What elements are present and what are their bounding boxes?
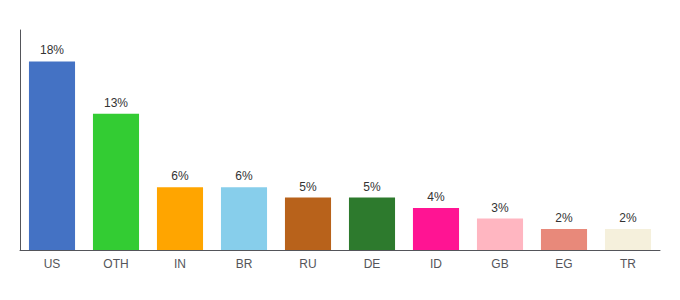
svg-text:3%: 3% xyxy=(491,201,509,215)
svg-text:2%: 2% xyxy=(555,211,573,225)
svg-text:EG: EG xyxy=(555,257,572,271)
svg-text:13%: 13% xyxy=(104,96,128,110)
svg-text:6%: 6% xyxy=(235,169,253,183)
svg-text:BR: BR xyxy=(236,257,253,271)
svg-text:2%: 2% xyxy=(619,211,637,225)
svg-text:DE: DE xyxy=(364,257,381,271)
svg-text:6%: 6% xyxy=(171,169,189,183)
svg-text:TR: TR xyxy=(620,257,636,271)
svg-text:18%: 18% xyxy=(40,43,64,57)
svg-text:4%: 4% xyxy=(427,190,445,204)
svg-text:OTH: OTH xyxy=(103,257,128,271)
svg-text:US: US xyxy=(44,257,61,271)
svg-text:IN: IN xyxy=(174,257,186,271)
svg-text:RU: RU xyxy=(299,257,316,271)
svg-text:GB: GB xyxy=(491,257,508,271)
svg-text:5%: 5% xyxy=(363,180,381,194)
svg-text:ID: ID xyxy=(430,257,442,271)
svg-text:5%: 5% xyxy=(299,180,317,194)
